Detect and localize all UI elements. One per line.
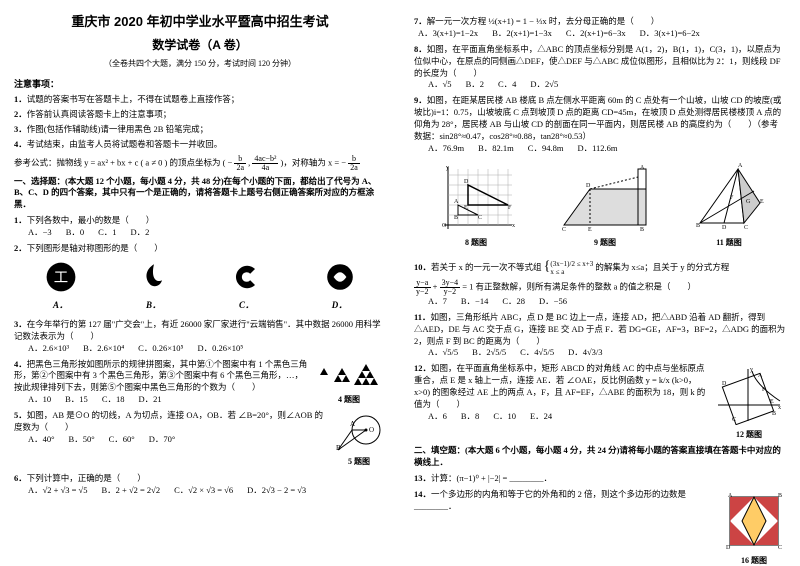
q9-diagram: A B C D E [560,163,650,233]
svg-text:x: x [512,223,515,229]
notice-4: 4．考试结束，由监考人员将试题卷和答题卡一并收回。 [14,139,386,151]
svg-text:F: F [730,195,734,201]
svg-text:D: D [722,381,727,387]
question-12: xy ADCBEF 12 题图 12．如图，在平面直角坐标系中，矩形 ABCD … [414,363,786,422]
svg-text:x: x [778,405,781,411]
left-column: 重庆市 2020 年初中学业水平暨高中招生考试 数学试卷（A 卷） （全卷共四个… [0,0,400,565]
svg-text:A: A [728,493,733,499]
svg-text:F: F [508,205,512,211]
svg-text:B: B [696,223,700,229]
q11-diagram: A B C D E F G [694,163,764,233]
svg-text:O: O [369,426,374,434]
svg-text:B: B [640,227,644,233]
question-4: 4 题图 4．把黑色三角形按如图所示的规律拼图案，其中第①个图案中有 1 个黑色… [14,359,386,407]
svg-text:D: D [464,179,469,185]
q4-diagram [314,361,384,391]
q12-diagram: xy ADCBEF [714,365,784,425]
question-5: O AB 5 题图 5．如图，AB 是⊙O 的切线，A 为切点，连接 OA，OB… [14,410,386,446]
question-13: 13．计算：(π−1)⁰ + |−2| = ________． [414,473,786,485]
svg-text:C: C [778,545,782,551]
svg-text:A: A [640,165,645,171]
question-10: 10．若关于 x 的一元一次不等式组 {(3x−1)/2 ≤ x+3x ≤ a … [414,257,786,277]
svg-text:C: C [744,225,748,231]
svg-text:工: 工 [53,270,67,286]
svg-text:D: D [722,225,727,231]
q8-diagram: A B C D E F x y O [436,163,516,233]
question-8: 8．如图，在平面直角坐标系中，△ABC 的顶点坐标分别是 A(1，2)，B(1，… [414,44,786,92]
svg-text:B: B [336,444,341,452]
question-14: ABCD 16 题图 14．一个多边形的内角和等于它的外角和的 2 倍，则这个多… [414,489,786,513]
svg-text:C: C [732,417,736,423]
question-11: 11．如图，三角形纸片 ABC，点 D 是 BC 边上一点，连接 AD，把△AB… [414,312,786,360]
notice-1: 1．试题的答案书写在答题卡上，不得在试题卷上直接作答； [14,94,386,106]
icon-d [324,261,356,293]
svg-text:A: A [758,373,763,379]
svg-text:E: E [464,205,468,211]
notice-2: 2．作答前认真阅读答题卡上的注意事项； [14,109,386,121]
svg-text:y: y [750,367,753,373]
svg-text:B: B [454,215,458,221]
reference-formula: 参考公式：抛物线 y = ax² + bx + c ( a ≠ 0 ) 的顶点坐… [14,155,386,172]
svg-text:A: A [738,163,743,169]
svg-text:E: E [770,399,774,405]
q16-diagram: A B C D [724,491,784,551]
svg-text:A: A [454,199,459,205]
question-7: 7．解一元一次方程 ½(x+1) = 1 − ⅓x 时，去分母正确的是（ ） A… [414,16,786,40]
icon-a: 工 [45,261,77,293]
svg-text:B: B [772,411,776,417]
svg-text:C: C [478,215,482,221]
paper-title: 数学试卷（A 卷） [14,36,386,54]
question-9: 9．如图，在距某居民楼 AB 楼底 B 点左侧水平距离 60m 的 C 点处有一… [414,95,786,154]
notice-3: 3．作图(包括作辅助线)请一律用黑色 2B 铅笔完成； [14,124,386,136]
svg-text:E: E [760,199,764,205]
svg-text:G: G [746,199,751,205]
svg-text:E: E [588,227,592,233]
section-1-head: 一、选择题：(本大题 12 个小题，每小题 4 分，共 48 分)在每个小题的下… [14,176,386,212]
question-1: 1．下列各数中，最小的数是（ ） A．−3B．0C．1D．2 [14,215,386,239]
svg-text:O: O [442,223,447,229]
main-title: 重庆市 2020 年初中学业水平暨高中招生考试 [14,12,386,32]
section-2-head: 二、填空题：(本大题 6 个小题，每小题 4 分，共 24 分)请将每小题的答案… [414,445,786,469]
question-2: 2．下列图形是轴对称图形的是（ ） [14,243,386,255]
diagrams-row-1: ABC DEF xyO 8 题图 ABCDE 9 题图 ABCDEFG [414,161,786,252]
question-10b: y−ay−2 + 3y−4y−2 = 1 有正整数解，则所有满足条件的整数 a … [414,279,786,308]
notice-heading: 注意事项： [14,78,386,92]
q2-icons: 工 A． B． C． D． [14,261,386,313]
q5-diagram: O A B [334,412,384,452]
svg-text:C: C [562,227,566,233]
question-6: 6．下列计算中，正确的是（ ） A．√2 + √3 = √5B．2 + √2 =… [14,473,386,497]
svg-text:A: A [350,420,355,428]
svg-text:B: B [778,493,782,499]
icon-b [138,261,170,293]
svg-text:y: y [446,165,449,171]
svg-text:D: D [726,545,731,551]
question-3: 3．在今年举行的第 127 届"广交会"上，有近 26000 家厂家进行"云端销… [14,319,386,355]
right-column: 7．解一元一次方程 ½(x+1) = 1 − ⅓x 时，去分母正确的是（ ） A… [400,0,800,565]
svg-text:D: D [586,183,591,189]
subtitle: （全卷共四个大题，满分 150 分，考试时间 120 分钟） [14,58,386,70]
icon-c [231,261,263,293]
